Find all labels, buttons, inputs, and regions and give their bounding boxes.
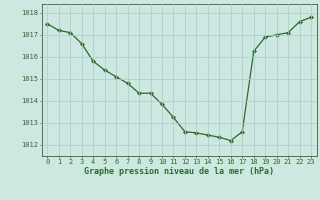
X-axis label: Graphe pression niveau de la mer (hPa): Graphe pression niveau de la mer (hPa) [84, 167, 274, 176]
